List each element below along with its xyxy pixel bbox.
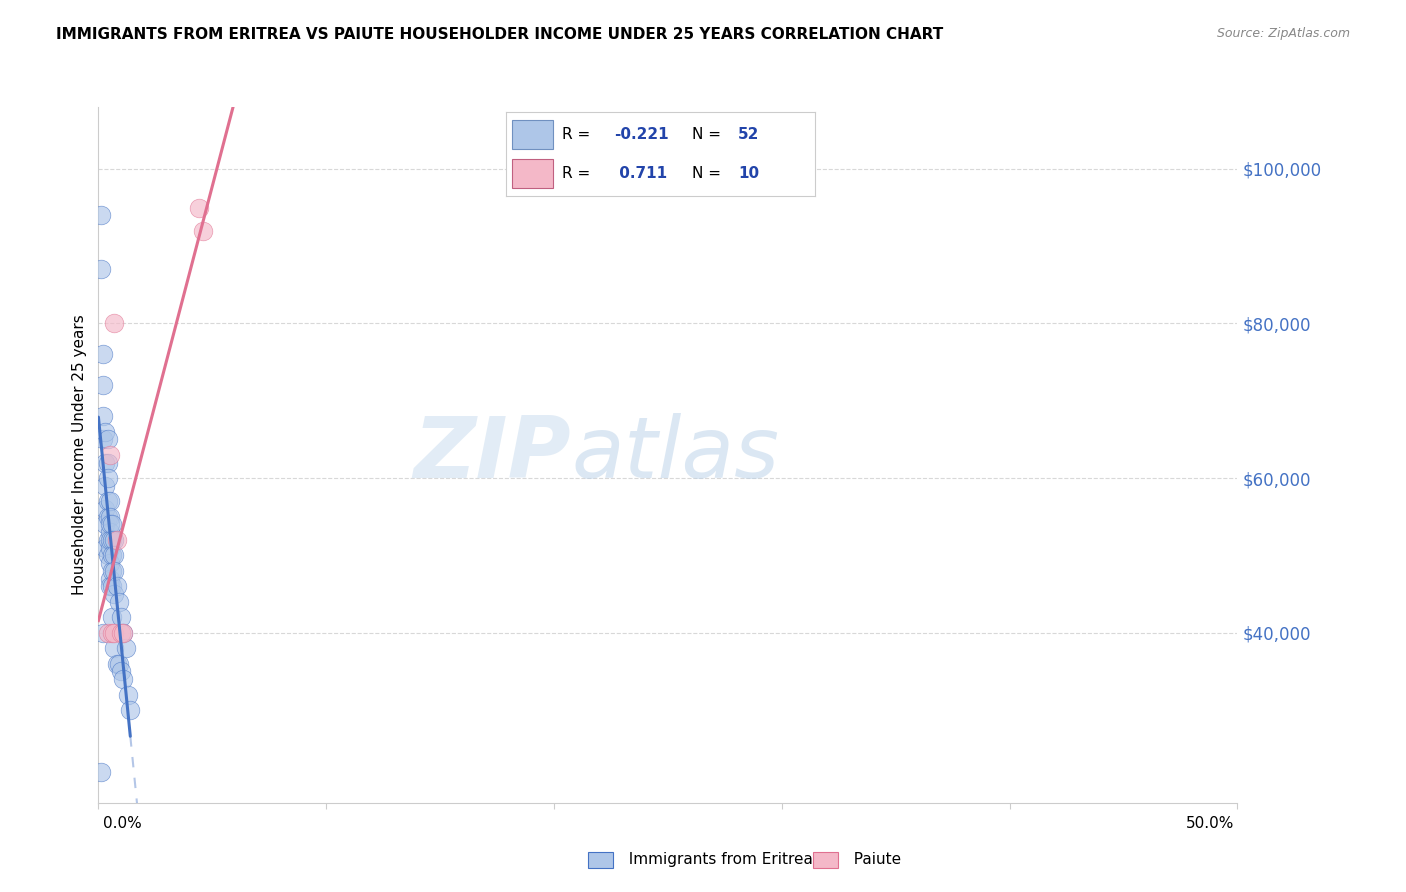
Text: 50.0%: 50.0%	[1187, 816, 1234, 831]
Point	[117, 688, 139, 702]
Text: 52: 52	[738, 127, 759, 142]
Point	[101, 533, 124, 547]
Point	[112, 672, 135, 686]
Point	[103, 587, 125, 601]
Point	[110, 610, 132, 624]
Point	[96, 533, 118, 547]
Point	[90, 262, 112, 277]
Point	[98, 579, 121, 593]
Point	[187, 201, 209, 215]
Point	[101, 610, 124, 624]
Point	[103, 549, 125, 563]
Point	[98, 494, 121, 508]
Text: -0.221: -0.221	[614, 127, 669, 142]
Bar	[512, 120, 553, 149]
Text: N =: N =	[692, 127, 725, 142]
Point	[112, 625, 135, 640]
Point	[98, 556, 121, 570]
Point	[91, 433, 114, 447]
Point	[114, 641, 136, 656]
Point	[105, 579, 128, 593]
Point	[96, 494, 118, 508]
Point	[112, 625, 135, 640]
Point	[101, 564, 124, 578]
Point	[98, 525, 121, 540]
Point	[98, 448, 121, 462]
Point	[101, 517, 124, 532]
Text: R =: R =	[562, 166, 600, 181]
Text: Source: ZipAtlas.com: Source: ZipAtlas.com	[1216, 27, 1350, 40]
Point	[96, 456, 118, 470]
Point	[91, 378, 114, 392]
Point	[96, 433, 118, 447]
Text: N =: N =	[692, 166, 725, 181]
Text: IMMIGRANTS FROM ERITREA VS PAIUTE HOUSEHOLDER INCOME UNDER 25 YEARS CORRELATION : IMMIGRANTS FROM ERITREA VS PAIUTE HOUSEH…	[56, 27, 943, 42]
Point	[91, 409, 114, 424]
Point	[94, 479, 117, 493]
Point	[110, 665, 132, 679]
Point	[108, 595, 131, 609]
Point	[96, 509, 118, 524]
Point	[103, 625, 125, 640]
Point	[105, 533, 128, 547]
Text: 10: 10	[738, 166, 759, 181]
Point	[98, 533, 121, 547]
Text: 0.711: 0.711	[614, 166, 668, 181]
Point	[96, 549, 118, 563]
Point	[91, 347, 114, 361]
Point	[94, 517, 117, 532]
Point	[98, 509, 121, 524]
Point	[94, 541, 117, 555]
Bar	[512, 159, 553, 188]
Point	[120, 703, 142, 717]
Point	[101, 549, 124, 563]
Text: Paiute: Paiute	[844, 852, 901, 867]
Point	[101, 579, 124, 593]
Text: atlas: atlas	[571, 413, 779, 497]
Text: 0.0%: 0.0%	[103, 816, 142, 831]
Point	[103, 641, 125, 656]
Point	[98, 541, 121, 555]
Text: Immigrants from Eritrea: Immigrants from Eritrea	[619, 852, 813, 867]
Point	[91, 625, 114, 640]
Y-axis label: Householder Income Under 25 years: Householder Income Under 25 years	[72, 315, 87, 595]
Point	[94, 502, 117, 516]
Point	[103, 564, 125, 578]
Point	[101, 625, 124, 640]
Point	[90, 208, 112, 222]
Point	[94, 456, 117, 470]
Point	[90, 764, 112, 779]
Point	[96, 471, 118, 485]
Point	[110, 625, 132, 640]
Point	[94, 425, 117, 439]
Point	[96, 625, 118, 640]
Point	[98, 572, 121, 586]
Text: ZIP: ZIP	[413, 413, 571, 497]
Point	[105, 657, 128, 671]
Point	[103, 317, 125, 331]
Point	[103, 533, 125, 547]
Point	[98, 517, 121, 532]
Text: R =: R =	[562, 127, 595, 142]
Point	[193, 224, 215, 238]
Point	[108, 657, 131, 671]
